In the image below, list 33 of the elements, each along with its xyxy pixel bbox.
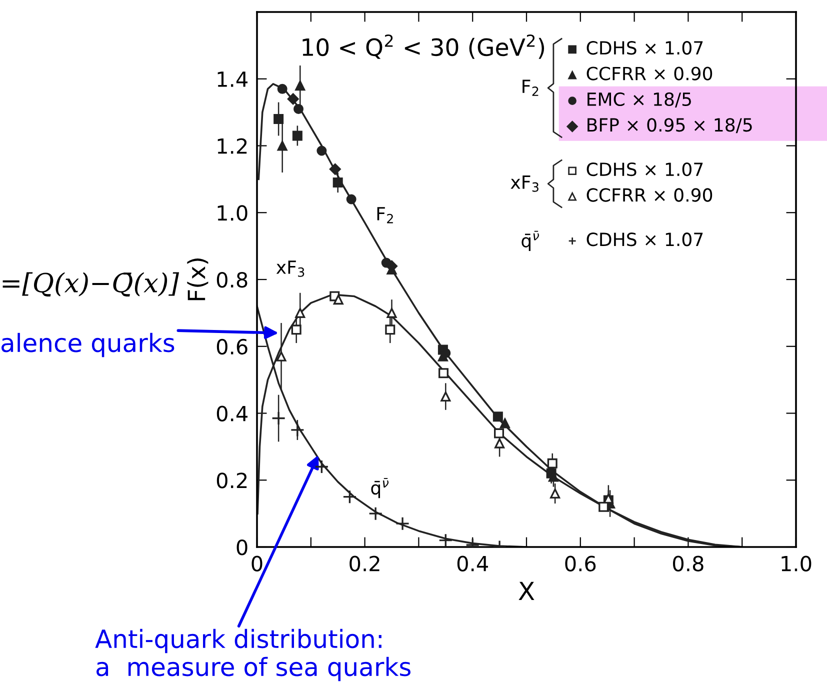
legend-label: EMC × 18/5 xyxy=(588,92,691,108)
y-tick-label: 0 xyxy=(236,539,248,556)
legend-label: CCFRR × 0.90 xyxy=(586,66,712,80)
x-tick-label: 1.0 xyxy=(782,556,812,572)
y-tick-label: 1.4 xyxy=(218,72,248,87)
x-tick-label: 0.8 xyxy=(673,556,704,572)
annotation: xF$_{3}$ xyxy=(276,260,304,277)
annotation: xF$_{3}$ xyxy=(510,176,538,192)
text: =[Q(x)−Q̄(x)] xyxy=(2,272,180,297)
annotation: alence quarks xyxy=(2,332,174,358)
y-tick-label: 0.6 xyxy=(216,338,248,355)
legend-label: CDHS × 1.07 xyxy=(586,232,703,246)
y-tick-label: 0.4 xyxy=(216,406,248,422)
x-tick-label: 0.4 xyxy=(457,556,488,572)
legend-label: CDHS × 1.07 xyxy=(586,41,703,55)
x-axis-title: X xyxy=(518,582,534,600)
y-tick-label: 0.8 xyxy=(216,272,248,288)
annotation: q̄$^{ν̄}$ xyxy=(371,478,389,498)
annotation: F$_{2}$ xyxy=(522,80,538,96)
annotation: q̄$^{ν̄}$ xyxy=(522,230,539,251)
legend-label: BFP × 0.95 × 18/5 xyxy=(588,118,752,134)
legend-label: CDHS × 1.07 xyxy=(586,162,703,176)
annotation: Anti-quark distribution: a measure of sea quarks xyxy=(95,628,410,682)
x-tick-label: 0 xyxy=(252,556,262,572)
legend-label: CCFRR × 0.90 xyxy=(586,188,712,202)
x-tick-label: 0.2 xyxy=(350,556,380,572)
y-tick-label: 1.2 xyxy=(218,138,247,154)
text: 10 < Q$^{2}$ < 30 (GeV$^{2}$) xyxy=(302,34,544,59)
y-axis-title: F(x) xyxy=(187,258,208,300)
x-tick-label: 0.6 xyxy=(565,556,596,572)
y-tick-label: 1.0 xyxy=(218,205,248,221)
annotation: F$_{2}$ xyxy=(377,207,393,224)
y-tick-label: 0.2 xyxy=(216,472,247,488)
